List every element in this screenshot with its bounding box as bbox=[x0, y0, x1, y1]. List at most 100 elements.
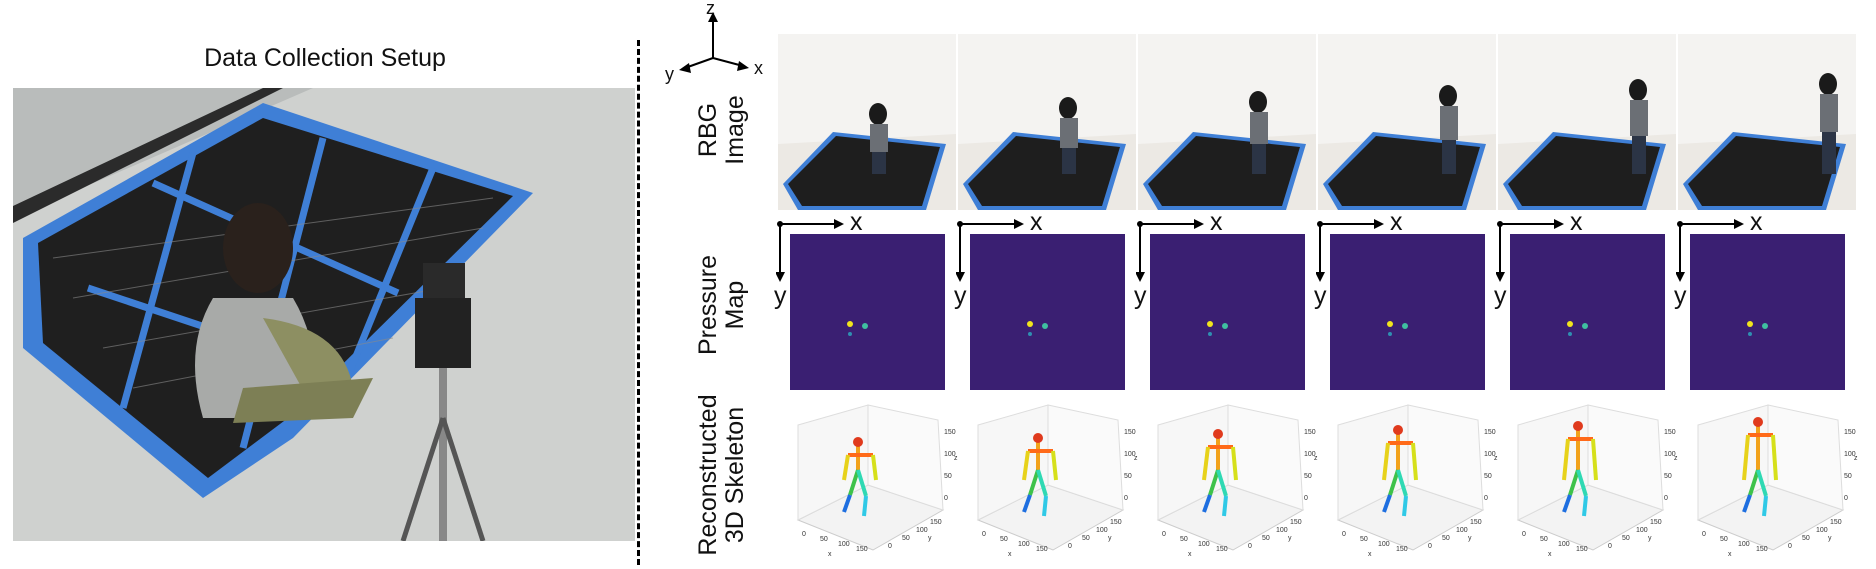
skeleton-y-label: y bbox=[1828, 535, 1832, 542]
skeleton-y-tick: 100 bbox=[1816, 527, 1828, 534]
skeleton-y-tick: 100 bbox=[916, 527, 928, 534]
pressure-map bbox=[790, 234, 945, 390]
skeleton-x-tick: 100 bbox=[1198, 541, 1210, 548]
skeleton-z-label: z bbox=[1314, 455, 1318, 462]
skeleton-z-tick: 0 bbox=[944, 495, 948, 502]
skeleton-x-tick: 150 bbox=[1216, 546, 1228, 553]
skeleton-x-tick: 100 bbox=[1558, 541, 1570, 548]
pressure-map bbox=[1330, 234, 1485, 390]
axis-z-label: z bbox=[706, 0, 715, 18]
skeleton-z-tick: 100 bbox=[1844, 451, 1856, 458]
skeleton-x-tick: 100 bbox=[1738, 541, 1750, 548]
skeleton-z-tick: 50 bbox=[1844, 473, 1852, 480]
rgb-frame bbox=[778, 34, 956, 210]
pressure-x-label: x bbox=[1030, 208, 1043, 236]
skeleton-z-tick: 100 bbox=[1484, 451, 1496, 458]
pressure-axes-icon bbox=[1136, 219, 1204, 282]
skeleton-y-tick: 100 bbox=[1276, 527, 1288, 534]
skeleton-z-tick: 50 bbox=[1664, 473, 1672, 480]
skeleton-z-label: z bbox=[1494, 455, 1498, 462]
skeleton-x-tick: 150 bbox=[1396, 546, 1408, 553]
skeleton-y-label: y bbox=[1288, 535, 1292, 542]
setup-photo bbox=[13, 88, 635, 541]
skeleton-x-tick: 150 bbox=[856, 546, 868, 553]
skeleton-z-tick: 150 bbox=[944, 429, 956, 436]
pressure-map bbox=[1690, 234, 1845, 390]
skeleton-x-tick: 100 bbox=[1018, 541, 1030, 548]
axis-x-label: x bbox=[754, 58, 763, 78]
skeleton-x-label: x bbox=[1728, 551, 1732, 558]
rgb-frame bbox=[1318, 34, 1496, 210]
skeleton-x-tick: 100 bbox=[838, 541, 850, 548]
skeleton-y-tick: 100 bbox=[1456, 527, 1468, 534]
skeleton-y-tick: 100 bbox=[1096, 527, 1108, 534]
skeleton-z-tick: 150 bbox=[1304, 429, 1316, 436]
skeleton-x-tick: 150 bbox=[1756, 546, 1768, 553]
skeleton-z-tick: 100 bbox=[1124, 451, 1136, 458]
skeleton-z-tick: 50 bbox=[1124, 473, 1132, 480]
skeleton-x-label: x bbox=[828, 551, 832, 558]
skeleton-y-tick: 150 bbox=[1470, 519, 1482, 526]
skeleton-z-tick: 100 bbox=[944, 451, 956, 458]
skeleton-z-label: z bbox=[1674, 455, 1678, 462]
skeleton-y-tick: 0 bbox=[1788, 543, 1792, 550]
skeleton-y-tick: 100 bbox=[1636, 527, 1648, 534]
pressure-y-label: y bbox=[1134, 282, 1147, 310]
skeleton-x-tick: 50 bbox=[1720, 536, 1728, 543]
pressure-map bbox=[970, 234, 1125, 390]
skeleton-y-tick: 50 bbox=[1622, 535, 1630, 542]
skeleton-x-tick: 0 bbox=[982, 531, 986, 538]
skeleton-y-tick: 150 bbox=[1650, 519, 1662, 526]
skeleton-z-tick: 0 bbox=[1304, 495, 1308, 502]
pressure-y-label: y bbox=[1494, 282, 1507, 310]
skeleton-x-tick: 0 bbox=[1702, 531, 1706, 538]
skeleton-z-tick: 0 bbox=[1484, 495, 1488, 502]
skeleton-z-tick: 150 bbox=[1124, 429, 1136, 436]
skeleton-x-tick: 50 bbox=[1180, 536, 1188, 543]
skeleton-y-tick: 50 bbox=[902, 535, 910, 542]
skeleton-y-label: y bbox=[1108, 535, 1112, 542]
pressure-x-label: x bbox=[850, 208, 863, 236]
skeleton-y-tick: 50 bbox=[1262, 535, 1270, 542]
skeleton-x-tick: 150 bbox=[1036, 546, 1048, 553]
skeleton-y-tick: 0 bbox=[1608, 543, 1612, 550]
skeleton-y-label: y bbox=[1648, 535, 1652, 542]
skeleton-z-tick: 100 bbox=[1304, 451, 1316, 458]
skeleton-x-label: x bbox=[1188, 551, 1192, 558]
pressure-map bbox=[1510, 234, 1665, 390]
skeleton-z-label: z bbox=[1134, 455, 1138, 462]
pressure-axes-icon bbox=[776, 219, 844, 282]
skeleton-x-tick: 150 bbox=[1576, 546, 1588, 553]
skeleton-z-tick: 0 bbox=[1844, 495, 1848, 502]
skeleton-z-tick: 150 bbox=[1664, 429, 1676, 436]
skeleton-z-tick: 0 bbox=[1124, 495, 1128, 502]
pressure-x-label: x bbox=[1570, 208, 1583, 236]
pressure-x-label: x bbox=[1750, 208, 1763, 236]
rgb-frame bbox=[958, 34, 1136, 210]
skeleton-z-tick: 50 bbox=[1484, 473, 1492, 480]
skeleton-y-tick: 0 bbox=[1248, 543, 1252, 550]
skeleton-y-tick: 0 bbox=[1428, 543, 1432, 550]
skeleton-z-label: z bbox=[1854, 455, 1858, 462]
skeleton-y-tick: 0 bbox=[1068, 543, 1072, 550]
rgb-frame bbox=[1498, 34, 1676, 210]
row-label-rgb: RBG Image bbox=[694, 95, 749, 165]
skeleton-z-tick: 150 bbox=[1844, 429, 1856, 436]
skeleton-x-tick: 50 bbox=[1360, 536, 1368, 543]
skeleton-z-tick: 100 bbox=[1664, 451, 1676, 458]
skeleton-z-tick: 50 bbox=[944, 473, 952, 480]
skeleton-x-label: x bbox=[1008, 551, 1012, 558]
pressure-y-label: y bbox=[1674, 282, 1687, 310]
skeleton-x-tick: 0 bbox=[1342, 531, 1346, 538]
skeleton-z-tick: 50 bbox=[1304, 473, 1312, 480]
axis-y-label: y bbox=[665, 64, 674, 84]
pressure-y-label: y bbox=[1314, 282, 1327, 310]
skeleton-y-tick: 150 bbox=[1830, 519, 1842, 526]
skeleton-x-tick: 100 bbox=[1378, 541, 1390, 548]
